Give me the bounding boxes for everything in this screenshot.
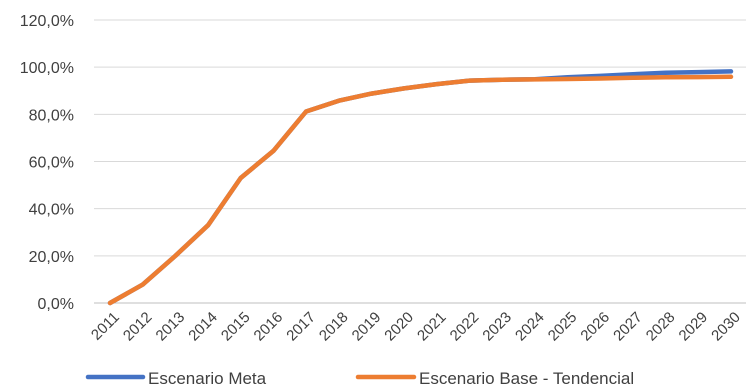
- y-axis-ticks: 0,0% 20,0% 40,0% 60,0% 80,0% 100,0% 120,0%: [20, 13, 74, 313]
- x-tick-label: 2021: [414, 309, 450, 345]
- x-tick-label: 2012: [120, 309, 156, 345]
- legend-item: Escenario Base - Tendencial: [355, 369, 634, 388]
- x-tick-label: 2026: [577, 309, 613, 345]
- y-tick-label: 20,0%: [29, 249, 74, 266]
- y-tick-label: 80,0%: [29, 107, 74, 124]
- x-tick-label: 2016: [251, 309, 287, 345]
- legend-item: Escenario Meta: [85, 369, 267, 388]
- x-tick-label: 2017: [283, 309, 319, 345]
- y-tick-label: 0,0%: [38, 296, 74, 313]
- series-lines: [107, 69, 734, 306]
- y-tick-label: 120,0%: [20, 13, 74, 30]
- x-tick-label: 2018: [316, 309, 352, 345]
- legend: Escenario Meta Escenario Base - Tendencia…: [85, 369, 634, 388]
- x-tick-label: 2020: [381, 309, 417, 345]
- x-tick-label: 2030: [708, 309, 744, 345]
- x-tick-label: 2013: [153, 309, 189, 345]
- series-line-0: [107, 69, 734, 306]
- x-tick-label: 2027: [610, 309, 646, 345]
- x-tick-label: 2015: [218, 309, 254, 345]
- gridlines: [94, 19, 746, 304]
- x-tick-label: 2022: [447, 309, 483, 345]
- y-tick-label: 60,0%: [29, 155, 74, 172]
- x-tick-label: 2025: [545, 309, 581, 345]
- legend-label: Escenario Base - Tendencial: [419, 369, 634, 386]
- x-tick-label: 2023: [479, 309, 515, 345]
- x-tick-label: 2029: [676, 309, 712, 345]
- x-tick-label: 2014: [185, 309, 221, 345]
- x-tick-label: 2028: [643, 309, 679, 345]
- y-tick-label: 40,0%: [29, 202, 74, 219]
- x-tick-label: 2024: [512, 309, 548, 345]
- x-tick-label: 2019: [349, 309, 385, 345]
- legend-label: Escenario Meta: [148, 369, 267, 386]
- x-axis-ticks: 2011201220132014201520162017201820192020…: [88, 309, 744, 345]
- y-tick-label: 100,0%: [20, 60, 74, 77]
- series-line-1: [107, 74, 734, 306]
- x-tick-label: 2011: [88, 309, 123, 344]
